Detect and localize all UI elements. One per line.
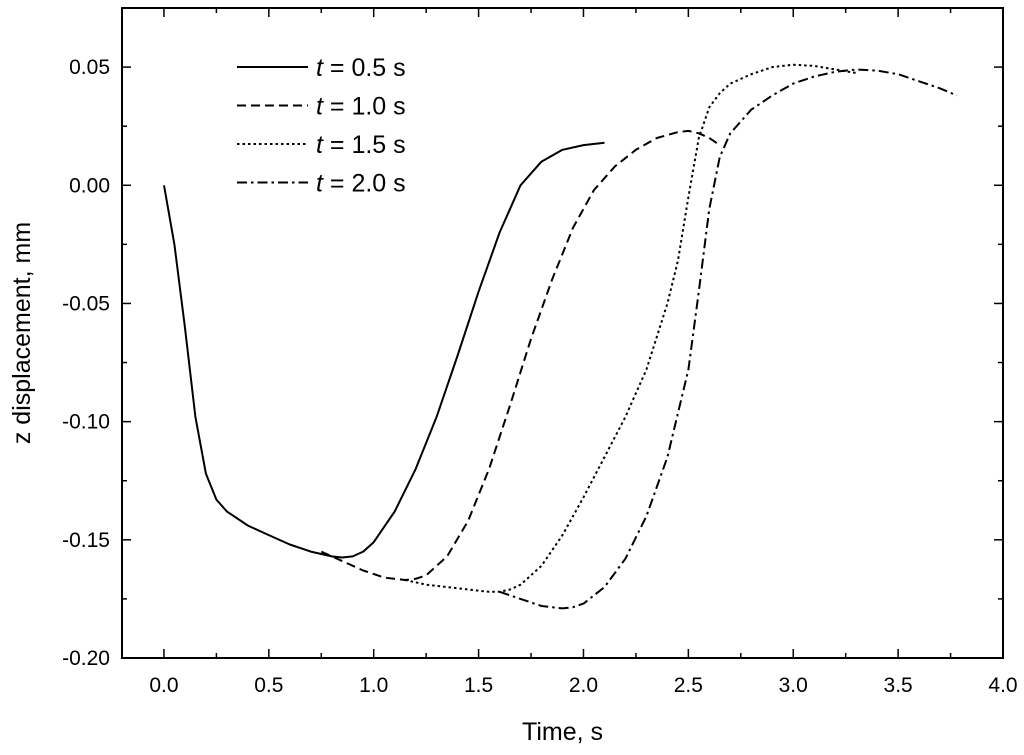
y-tick-label: 0.05 [69, 56, 110, 79]
x-tick-label: 3.0 [779, 674, 808, 697]
x-tick-label: 1.0 [359, 674, 388, 697]
series-line-1 [163, 141, 605, 559]
x-tick-label: 1.5 [464, 674, 493, 697]
y-tick-label: -0.05 [62, 292, 110, 315]
legend-entry-3: t = 1.5 s [316, 131, 406, 159]
x-tick-label: 2.5 [674, 674, 703, 697]
x-tick-label: 2.0 [569, 674, 598, 697]
legend-entry-4: t = 2.0 s [316, 170, 406, 198]
legend-value: = 1.5 s [323, 131, 406, 159]
legend-variable: t [316, 93, 324, 121]
legend-variable: t [316, 131, 324, 159]
y-tick-label: -0.20 [62, 647, 110, 670]
series-line-4 [499, 68, 958, 610]
y-axis-label: z displacement, mm [8, 222, 36, 444]
x-tick-label: 3.5 [884, 674, 913, 697]
plot-frame [121, 7, 1004, 659]
legend-variable: t [316, 170, 324, 198]
x-tick-label: 0.0 [149, 674, 178, 697]
x-axis-label: Time, s [522, 718, 603, 746]
x-tick-label: 0.5 [254, 674, 283, 697]
legend-entry-2: t = 1.0 s [316, 93, 406, 121]
legend-variable: t [316, 54, 324, 82]
series-line-3 [404, 63, 857, 593]
y-tick-label: -0.15 [62, 529, 110, 552]
y-tick-label: 0.00 [69, 174, 110, 197]
x-tick-label: 4.0 [988, 674, 1017, 697]
y-tick-label: -0.10 [62, 411, 110, 434]
legend-value: = 0.5 s [323, 54, 406, 82]
legend-value: = 1.0 s [323, 93, 406, 121]
legend-entry-1: t = 0.5 s [316, 54, 406, 82]
series-line-2 [320, 129, 721, 581]
legend-value: = 2.0 s [323, 170, 406, 198]
